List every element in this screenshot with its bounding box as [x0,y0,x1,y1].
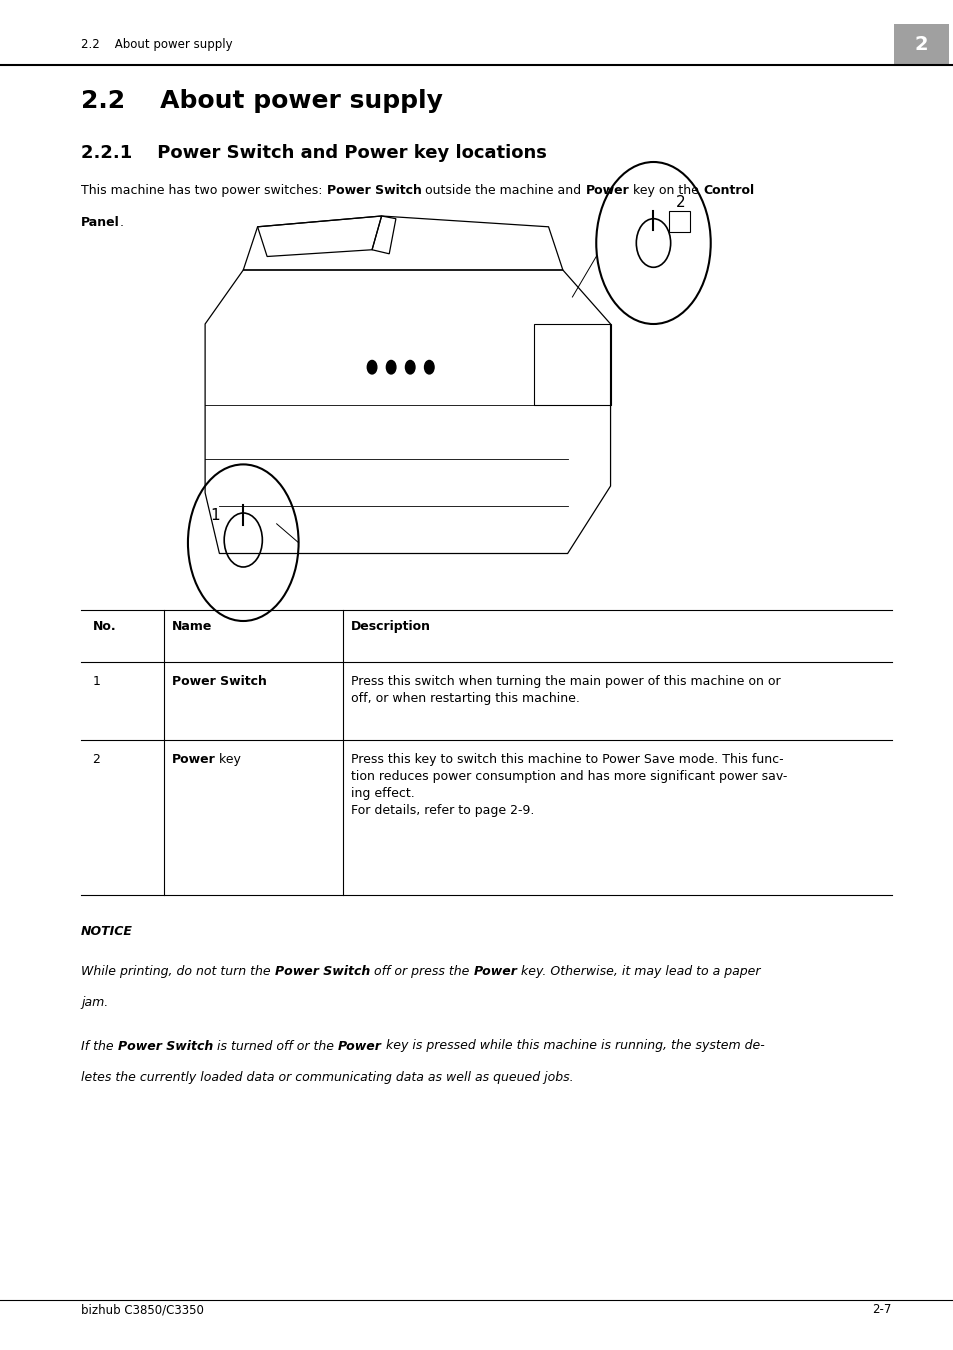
Text: .: . [120,216,124,230]
Text: No.: No. [92,620,116,633]
Text: Press this key to switch this machine to Power Save mode. This func-
tion reduce: Press this key to switch this machine to… [351,753,786,817]
Text: 2: 2 [914,35,927,54]
Text: is turned off or the: is turned off or the [213,1040,337,1053]
Text: Power Switch: Power Switch [117,1040,213,1053]
Text: Power: Power [172,753,215,767]
Text: Power: Power [585,184,629,197]
Text: bizhub C3850/C3350: bizhub C3850/C3350 [81,1303,204,1316]
Text: Panel: Panel [81,216,120,230]
Text: Name: Name [172,620,212,633]
Text: 2-7: 2-7 [872,1303,891,1316]
Circle shape [424,360,434,374]
Text: 1: 1 [92,675,100,688]
Text: key. Otherwise, it may lead to a paper: key. Otherwise, it may lead to a paper [517,965,760,979]
Text: key is pressed while this machine is running, the system de-: key is pressed while this machine is run… [381,1040,763,1053]
Text: letes the currently loaded data or communicating data as well as queued jobs.: letes the currently loaded data or commu… [81,1071,573,1084]
Text: key: key [215,753,241,767]
Text: 2.2.1    Power Switch and Power key locations: 2.2.1 Power Switch and Power key locatio… [81,144,546,162]
Circle shape [386,360,395,374]
Text: outside the machine and: outside the machine and [421,184,585,197]
Text: off or press the: off or press the [370,965,473,979]
Text: Power Switch: Power Switch [172,675,266,688]
Text: Power: Power [337,1040,381,1053]
Text: key on the: key on the [629,184,702,197]
Text: Description: Description [351,620,431,633]
FancyBboxPatch shape [893,24,948,65]
Text: Power Switch: Power Switch [274,965,370,979]
Text: 1: 1 [210,508,219,524]
Text: Power Switch: Power Switch [326,184,421,197]
Text: 2.2    About power supply: 2.2 About power supply [81,89,442,113]
Text: Control: Control [702,184,754,197]
Text: This machine has two power switches:: This machine has two power switches: [81,184,326,197]
Text: If the: If the [81,1040,117,1053]
Circle shape [367,360,376,374]
Text: Power: Power [473,965,517,979]
Text: 2.2    About power supply: 2.2 About power supply [81,38,233,51]
Text: jam.: jam. [81,996,109,1010]
Text: Press this switch when turning the main power of this machine on or
off, or when: Press this switch when turning the main … [351,675,780,705]
Text: 2: 2 [92,753,100,767]
Text: NOTICE: NOTICE [81,925,132,938]
Text: 2: 2 [675,194,684,211]
Circle shape [405,360,415,374]
Text: While printing, do not turn the: While printing, do not turn the [81,965,274,979]
